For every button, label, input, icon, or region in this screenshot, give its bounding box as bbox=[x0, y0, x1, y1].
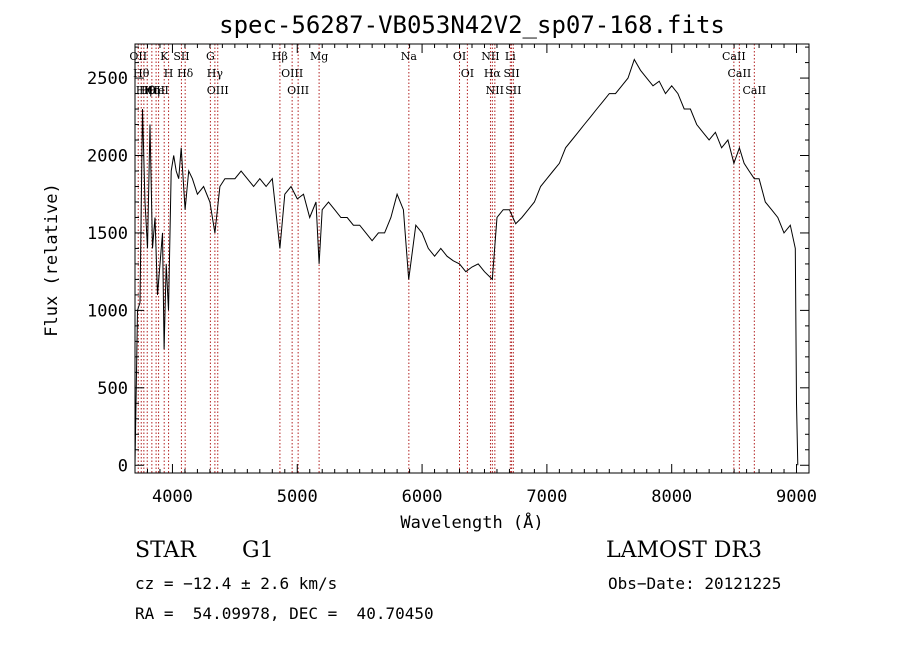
spectral-line-label: OI bbox=[453, 50, 466, 63]
x-tick-label: 5000 bbox=[277, 487, 318, 507]
spectral-line-label: Hθ bbox=[133, 67, 150, 80]
y-tick-label: 1500 bbox=[87, 224, 128, 244]
y-tick-label: 500 bbox=[97, 379, 128, 399]
spectral-line-label: HeI bbox=[148, 84, 168, 97]
survey-name: LAMOST DR3 bbox=[606, 538, 762, 563]
spectral-line-label: Hθ bbox=[139, 84, 156, 97]
spectral-line-label: CaII bbox=[722, 50, 746, 63]
spectral-line-label: OII bbox=[129, 50, 147, 63]
spectral-line-label: Mg bbox=[310, 50, 328, 63]
y-axis-label: Flux (relative) bbox=[42, 183, 62, 337]
chart-title: spec-56287-VB053N42V2_sp07-168.fits bbox=[219, 11, 725, 39]
y-tick-label: 2000 bbox=[87, 147, 128, 167]
spectral-line-label: Hα bbox=[484, 67, 502, 80]
x-tick-label: 6000 bbox=[402, 487, 443, 507]
spectral-line-label: Hδ bbox=[177, 67, 194, 80]
spectral-line-label: Li bbox=[505, 50, 516, 63]
spectral-line-label: SII bbox=[503, 67, 519, 80]
spectral-line-label: Hη bbox=[144, 84, 160, 97]
spectral-line-label: CaII bbox=[742, 84, 766, 97]
object-class: STAR bbox=[135, 538, 196, 563]
redshift-velocity: cz = −12.4 ± 2.6 km/s bbox=[135, 574, 338, 593]
spectral-line-label: H bbox=[164, 67, 174, 80]
spectral-line-label: OIII bbox=[287, 84, 309, 97]
line-labels: OIIHθHηHθHηOIIHeIKHSIIHδGHγOIIIHβOIIIOII… bbox=[129, 50, 766, 97]
spectral-line-label: CaII bbox=[728, 67, 752, 80]
spectral-line-label: Hη bbox=[136, 84, 152, 97]
coordinates: RA = 54.09978, DEC = 40.70450 bbox=[135, 604, 434, 623]
y-tick-label: 0 bbox=[118, 456, 128, 476]
x-tick-label: 8000 bbox=[651, 487, 692, 507]
y-tick-label: 2500 bbox=[87, 69, 128, 89]
spectrum-series-line bbox=[134, 58, 799, 466]
x-tick-label: 9000 bbox=[776, 487, 817, 507]
spectral-line-label: NII bbox=[481, 50, 499, 63]
axis-ticks bbox=[134, 44, 810, 473]
spectral-line-label: NII bbox=[486, 84, 504, 97]
y-tick-label: 1000 bbox=[87, 301, 128, 321]
x-tick-label: 4000 bbox=[152, 487, 193, 507]
spectral-line-label: OII bbox=[147, 84, 165, 97]
spectral-line-label: OIII bbox=[281, 67, 303, 80]
object-subclass: G1 bbox=[242, 538, 274, 563]
plot-frame bbox=[134, 43, 810, 474]
observation-date: Obs−Date: 20121225 bbox=[608, 574, 782, 593]
spectral-line-label: Na bbox=[401, 50, 418, 63]
x-axis-label: Wavelength (Å) bbox=[400, 511, 543, 533]
x-tick-label: 7000 bbox=[526, 487, 567, 507]
spectral-line-label: OIII bbox=[207, 84, 229, 97]
spectral-line-label: Hγ bbox=[207, 67, 224, 80]
spectral-line-markers bbox=[137, 44, 755, 473]
spectral-line-label: SII bbox=[505, 84, 521, 97]
spectral-line-label: Hβ bbox=[272, 50, 288, 63]
spectral-line-label: K bbox=[160, 50, 169, 63]
spectral-line-label: SII bbox=[173, 50, 189, 63]
spectral-line-label: OI bbox=[461, 67, 474, 80]
spectral-line-label: G bbox=[206, 50, 215, 63]
tick-labels: 4000 5000 6000 7000 8000 9000 0 500 1000 1500 2000… bbox=[87, 69, 817, 507]
